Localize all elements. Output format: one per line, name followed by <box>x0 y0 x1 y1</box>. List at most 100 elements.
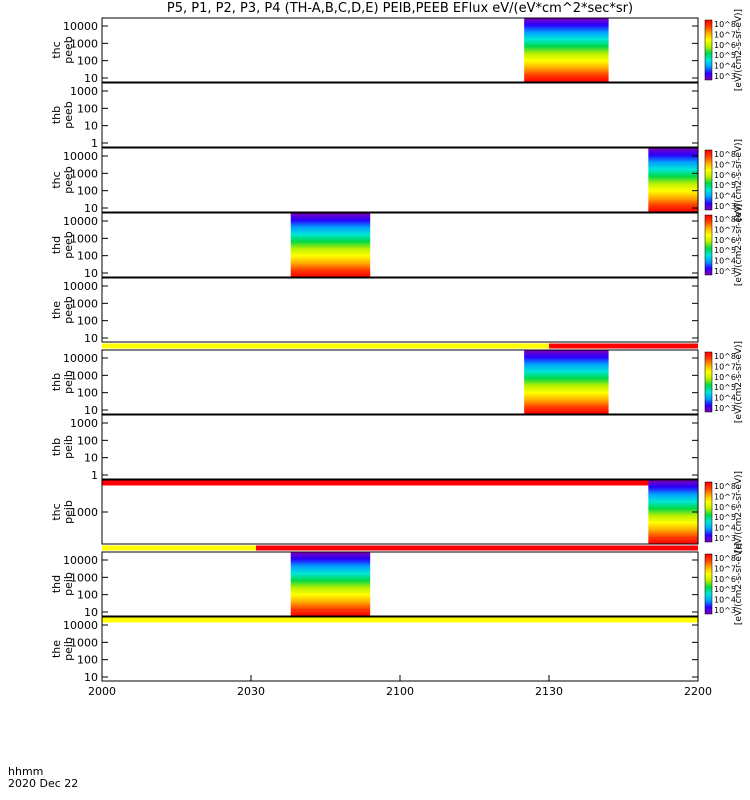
y-tick-label: 10 <box>84 332 98 345</box>
y-tick-label: 10 <box>84 606 98 619</box>
panel-product-label: peeb <box>62 166 75 194</box>
colorbar-tick-label: 10^5 <box>714 181 736 190</box>
colorbar-tick-label: 10^3 <box>714 202 736 211</box>
panel-frame <box>101 212 699 278</box>
y-tick-label: 100 <box>77 102 98 115</box>
colorbar-tick-label: 10^8 <box>714 554 736 563</box>
chart-title: P5, P1, P2, P3, P4 (TH-A,B,C,D,E) PEIB,P… <box>167 1 633 16</box>
y-tick-label: 100 <box>77 387 98 400</box>
y-tick-label: 10 <box>84 671 98 684</box>
colorbar-tick-label: 10^4 <box>714 257 736 266</box>
colorbar-tick-label: 10^7 <box>714 564 736 573</box>
panel-10: 10000 1000 100 10 the peib <box>50 616 699 684</box>
panel-frame <box>101 414 699 480</box>
y-tick-label: 1000 <box>70 636 98 649</box>
panel-product-label: peib <box>62 500 75 524</box>
y-tick-label: 1 <box>91 469 98 482</box>
panel-frame <box>101 147 699 213</box>
mode-band-red <box>549 343 698 349</box>
panel-4: 10000 1000 100 10 thd peeb 10^810^7 10^610^5 10^… <box>50 204 744 286</box>
panel-product-label: peeb <box>62 296 75 324</box>
panel-probe-label: thb <box>50 438 63 456</box>
colorbar-tick-label: 10^5 <box>714 585 736 594</box>
colorbar-tick-label: 10^8 <box>714 20 736 29</box>
colorbar <box>704 214 713 276</box>
colorbar-label: [eV/(cm2-s-sr-eV)] <box>734 471 744 553</box>
y-tick-label: 10000 <box>63 352 98 365</box>
colorbar-tick-label: 10^8 <box>714 150 736 159</box>
y-tick-label: 10000 <box>63 619 98 632</box>
colorbar-tick-label: 10^4 <box>714 62 736 71</box>
y-tick-label: 1000 <box>70 85 98 98</box>
panel-8: 1000 thc peib 10^810^7 10^610^5 10^410^3[eV/(… <box>50 471 744 553</box>
colorbar-tick-label: 10^7 <box>714 30 736 39</box>
colorbar-tick-label: 10^6 <box>714 236 736 245</box>
panel-frame <box>101 616 699 682</box>
spectrogram-data-block <box>524 350 609 414</box>
colorbar-tick-label: 10^6 <box>714 575 736 584</box>
colorbar-tick-label: 10^6 <box>714 41 736 50</box>
colorbar-tick-label: 10^8 <box>714 482 736 491</box>
panel-6: 10000 1000 100 10 thb peib 10^810^7 10^610^5 10^… <box>50 341 744 423</box>
panel-product-label: peeb <box>62 36 75 64</box>
panel-probe-label: the <box>50 640 63 658</box>
colorbar-tick-label: 10^4 <box>714 192 736 201</box>
spectrogram-data-block <box>290 213 371 277</box>
panel-9: 10000 1000 100 10 thd peib 10^810^7 10^610^5 10^… <box>50 543 744 625</box>
y-tick-label: 1000 <box>70 369 98 382</box>
panel-product-label: peeb <box>62 231 75 259</box>
colorbar-tick-label: 10^6 <box>714 171 736 180</box>
colorbar <box>704 481 713 543</box>
colorbar-label: [eV/(cm2-s-sr-eV)] <box>734 341 744 423</box>
colorbar-tick-label: 10^3 <box>714 404 736 413</box>
spectrogram-data-block <box>648 480 698 544</box>
colorbar-tick-label: 10^5 <box>714 246 736 255</box>
panel-product-label: peib <box>62 637 75 661</box>
date-label: 2020 Dec 22 <box>8 777 78 790</box>
spectrogram-data-block <box>648 148 698 212</box>
colorbar-tick-label: 10^6 <box>714 503 736 512</box>
panel-2: 1000 100 10 1 thb peeb <box>50 82 699 150</box>
colorbar-tick-label: 10^7 <box>714 362 736 371</box>
colorbar <box>704 19 713 81</box>
colorbar-tick-label: 10^8 <box>714 352 736 361</box>
panel-product-label: peeb <box>62 101 75 129</box>
colorbar-tick-label: 10^4 <box>714 524 736 533</box>
panel-probe-label: thd <box>50 236 63 254</box>
panel-1: 10000 1000 100 10 thc peeb 10^810^7 10^610^5 10^… <box>50 9 744 91</box>
colorbar <box>704 149 713 211</box>
x-tick-label: 2100 <box>386 685 414 698</box>
y-tick-label: 10 <box>84 267 98 280</box>
panel-frame <box>101 479 699 545</box>
panel-probe-label: thb <box>50 373 63 391</box>
y-tick-label: 100 <box>77 654 98 667</box>
panel-probe-label: thd <box>50 575 63 593</box>
colorbar-tick-label: 10^6 <box>714 373 736 382</box>
colorbar-tick-label: 10^5 <box>714 383 736 392</box>
colorbar-tick-label: 10^3 <box>714 534 736 543</box>
y-tick-label: 100 <box>77 185 98 198</box>
panel-frame <box>101 17 699 83</box>
y-tick-label: 10000 <box>63 280 98 293</box>
y-tick-label: 100 <box>77 589 98 602</box>
colorbar-label: [eV/(cm2-s-sr-eV)] <box>734 139 744 221</box>
y-tick-label: 100 <box>77 250 98 263</box>
panel-7: 1000 100 10 1 thb peib <box>50 414 699 486</box>
mode-band-yellow <box>102 545 256 551</box>
spectrogram-data-block <box>524 18 609 82</box>
colorbar-label: [eV/(cm2-s-sr-eV)] <box>734 204 744 286</box>
panel-product-label: peib <box>62 572 75 596</box>
y-tick-label: 1000 <box>70 571 98 584</box>
panel-product-label: peib <box>62 370 75 394</box>
y-tick-label: 1 <box>91 137 98 150</box>
mode-band-red <box>102 480 698 486</box>
colorbar-tick-label: 10^8 <box>714 215 736 224</box>
colorbar <box>704 351 713 413</box>
y-tick-label: 100 <box>77 315 98 328</box>
panel-probe-label: thc <box>50 503 63 520</box>
colorbar-tick-label: 10^3 <box>714 606 736 615</box>
colorbar-tick-label: 10^7 <box>714 225 736 234</box>
y-tick-label: 1000 <box>70 506 98 519</box>
